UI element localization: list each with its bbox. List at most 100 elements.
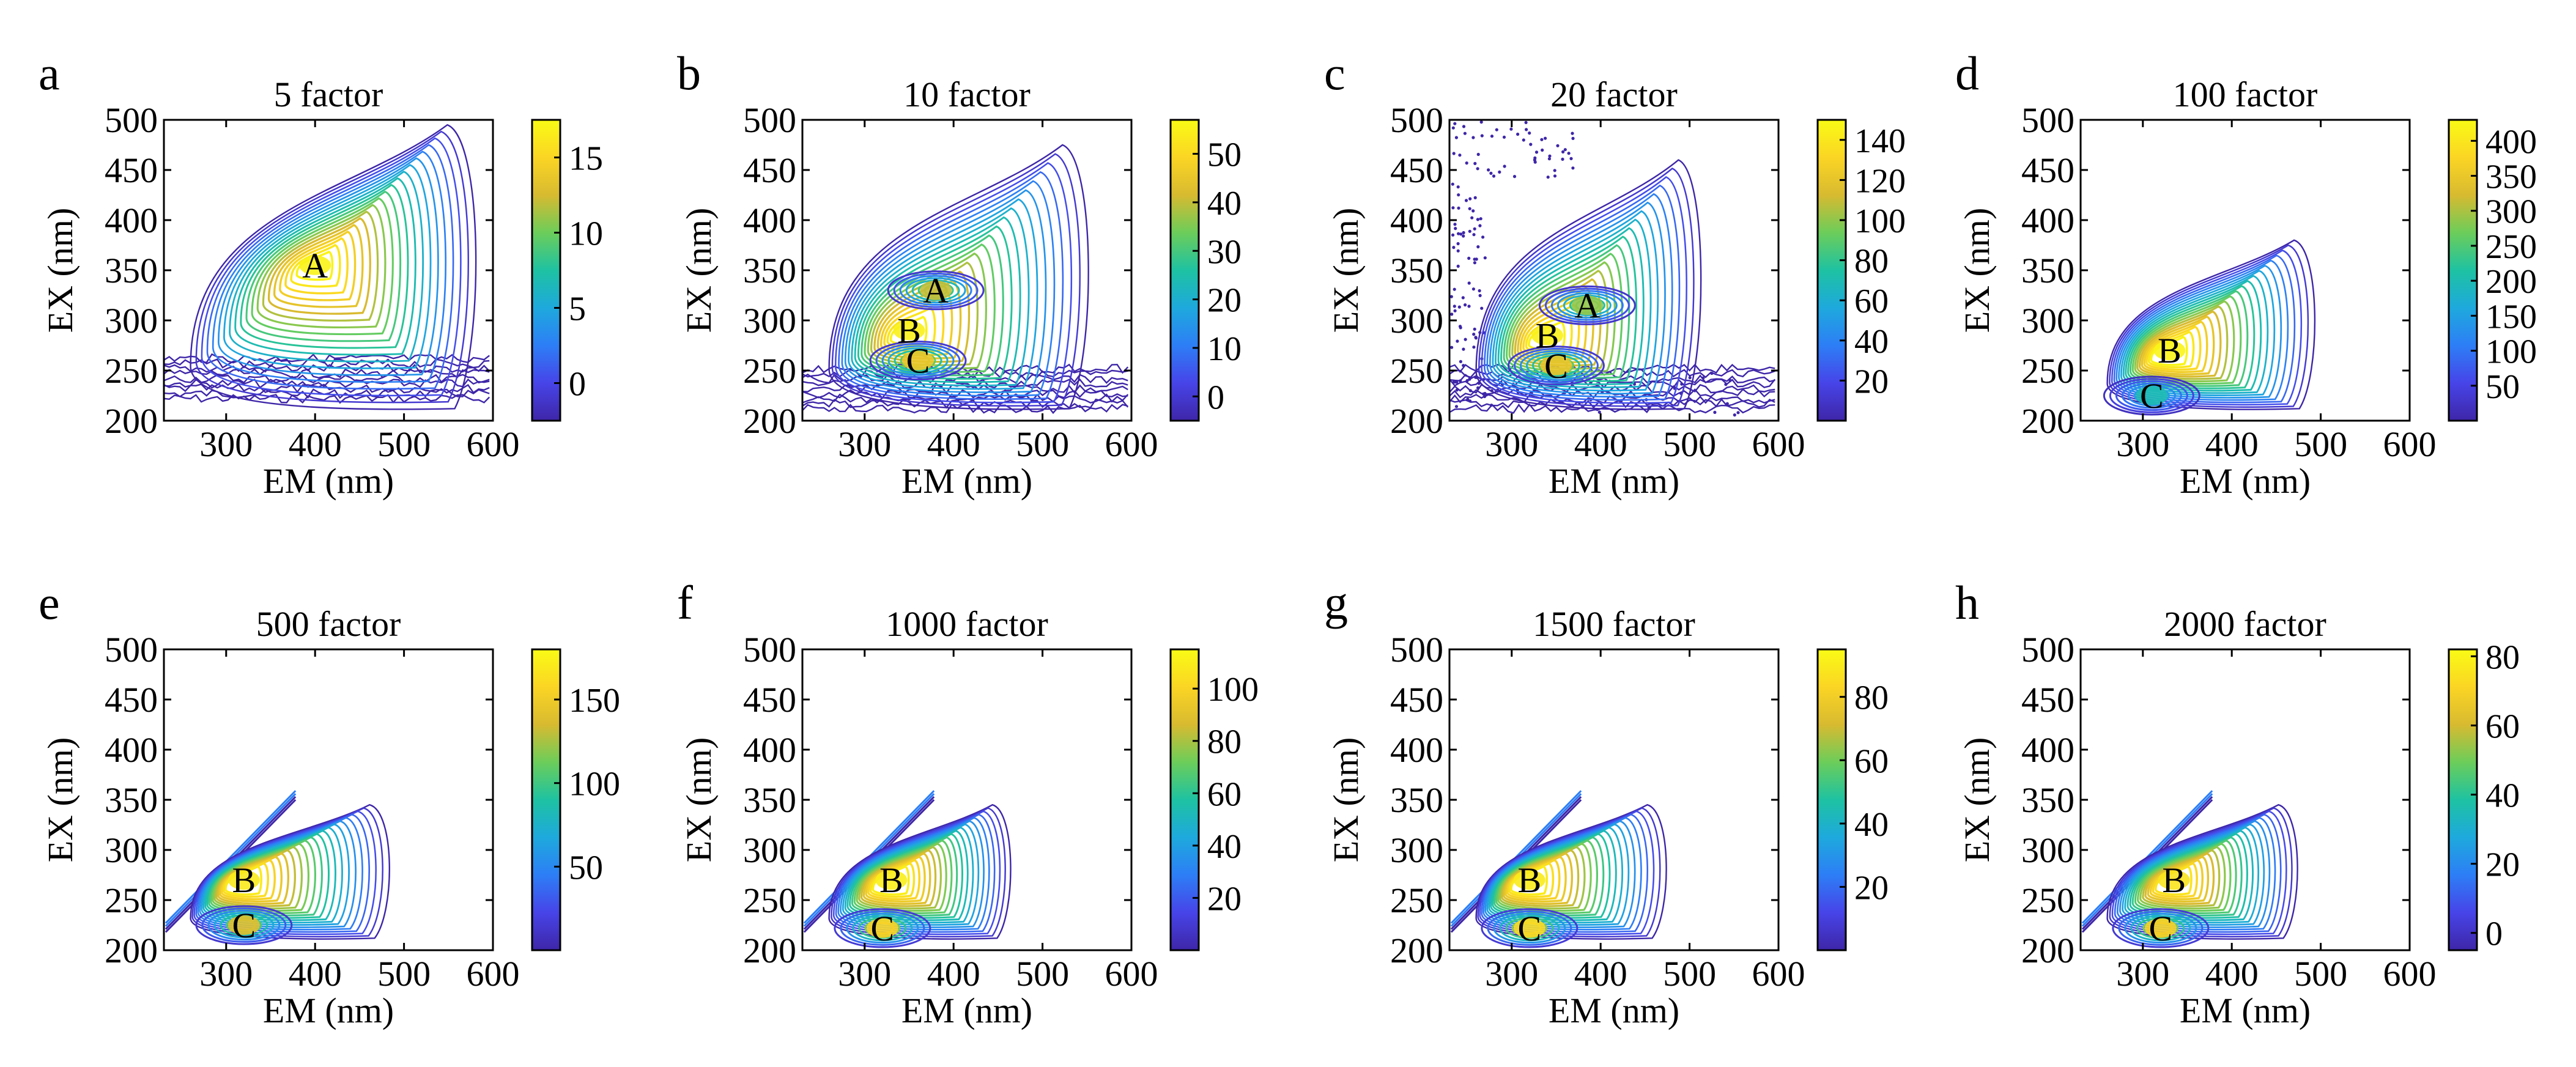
noise-speck (1503, 164, 1506, 168)
contour-line (2118, 910, 2204, 946)
y-axis-label: EX (nm) (1326, 737, 1366, 863)
colorbar-tick-label: 100 (569, 766, 620, 803)
colorbar-tick-label: 10 (1207, 330, 1242, 368)
y-tick-label: 500 (1390, 100, 1443, 140)
noise-speck (1479, 120, 1483, 124)
colorbar-tick-label: 150 (569, 682, 620, 720)
noise-speck (1454, 405, 1459, 408)
y-tick-label: 300 (105, 301, 158, 341)
y-tick-label: 450 (743, 680, 796, 720)
noise-speck (1563, 148, 1567, 152)
panel-letter: e (39, 576, 60, 629)
noise-speck (1736, 411, 1740, 415)
noise-speck (1467, 256, 1471, 260)
noise-contour (1449, 363, 1775, 374)
x-tick-label: 400 (289, 954, 342, 994)
noise-speck (1459, 360, 1462, 364)
contour-line (229, 171, 424, 363)
noise-speck (1465, 378, 1469, 383)
y-tick-label: 400 (2021, 201, 2074, 240)
contour-line (2115, 380, 2188, 412)
noise-contour (802, 398, 1129, 409)
noise-speck (1461, 296, 1465, 300)
y-tick-label: 300 (2021, 301, 2074, 341)
contour-line (1493, 912, 1566, 944)
noise-speck (1474, 336, 1478, 339)
contour-line (851, 207, 1030, 386)
y-tick-label: 200 (2021, 931, 2074, 970)
noise-speck (1476, 218, 1479, 221)
colorbar-tick-label: 40 (1207, 185, 1242, 223)
contour-line (1481, 908, 1579, 948)
peak-core (920, 280, 952, 300)
contour-line (858, 846, 942, 910)
x-tick-label: 300 (1485, 424, 1538, 464)
y-tick-label: 250 (1390, 881, 1443, 920)
contour-line (2136, 917, 2185, 939)
noise-contour (164, 383, 490, 394)
colorbar-tick-label: 60 (2485, 707, 2520, 745)
noise-speck (1450, 312, 1454, 316)
contour-line (828, 144, 1089, 410)
contour-line (865, 855, 926, 903)
y-tick-label: 350 (105, 780, 158, 820)
noise-speck (1476, 386, 1480, 390)
noise-speck (1553, 169, 1556, 172)
y-tick-label: 200 (1390, 401, 1443, 441)
noise-speck (1456, 264, 1460, 268)
contour-line (2124, 912, 2197, 944)
noise-speck (1459, 232, 1463, 236)
noise-speck (1458, 153, 1462, 157)
noise-speck (1454, 227, 1457, 231)
colorbar-tick-label: 200 (2485, 263, 2537, 301)
noise-speck (1473, 327, 1476, 331)
noise-speck (1571, 166, 1575, 170)
peak-core (2136, 386, 2168, 405)
y-tick-label: 500 (743, 100, 796, 140)
x-axis-label: EM (nm) (1549, 991, 1679, 1030)
y-tick-label: 200 (2021, 401, 2074, 441)
contour-line (220, 914, 268, 936)
noise-contour (164, 394, 490, 404)
colorbar-tick-label: 80 (1207, 723, 1242, 761)
x-tick-label: 600 (1105, 954, 1158, 994)
colorbar-tick-label: 30 (1207, 233, 1242, 271)
noise-speck (1472, 333, 1476, 336)
peak-label-A: A (1574, 286, 1600, 325)
colorbar (1816, 119, 1847, 422)
plot-area (802, 144, 1129, 415)
colorbar-tick-label: 140 (1854, 122, 1906, 160)
contour-line (911, 279, 960, 301)
colorbar-tick-label: 40 (1854, 323, 1889, 361)
contour-line (195, 130, 469, 404)
peak-core (902, 350, 935, 371)
contour-line (223, 164, 432, 369)
contour-line (206, 144, 454, 390)
contour-line (1503, 244, 1630, 379)
noise-speck (1451, 206, 1455, 210)
noise-speck (1462, 231, 1465, 235)
y-tick-label: 450 (1390, 150, 1443, 190)
y-axis-label: EX (nm) (1326, 208, 1366, 333)
noise-speck (1522, 138, 1525, 142)
contour-line (2109, 244, 2309, 408)
contour-line (1478, 168, 1695, 407)
panel-letter: a (39, 46, 60, 100)
noise-speck (1525, 128, 1528, 131)
peak-core (866, 918, 898, 938)
colorbar-tick-label: 15 (569, 140, 603, 178)
panel-letter: c (1324, 46, 1345, 100)
contour-line (1544, 287, 1630, 323)
peak-label-B: B (232, 860, 256, 900)
contour-line (2115, 259, 2289, 401)
noise-speck (1453, 122, 1457, 125)
noise-speck (1498, 170, 1501, 174)
noise-speck (1468, 197, 1472, 201)
y-tick-label: 300 (105, 830, 158, 870)
noise-speck (1468, 377, 1471, 381)
colorbar-tick-label: 250 (2485, 228, 2537, 266)
y-tick-label: 450 (105, 150, 158, 190)
contour-line (2147, 855, 2210, 903)
